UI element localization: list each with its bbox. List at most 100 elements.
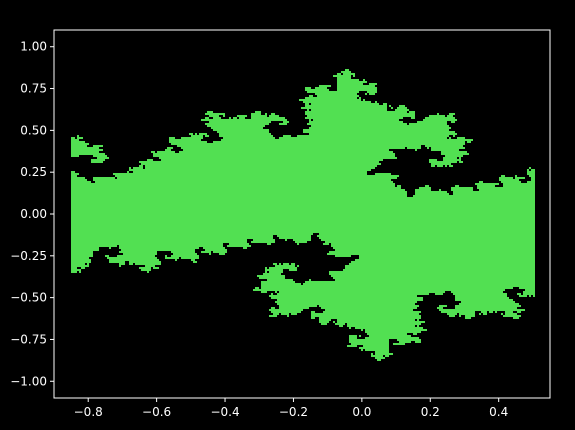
fractal-point: [277, 173, 279, 175]
fractal-point: [155, 153, 157, 155]
fractal-point: [223, 149, 225, 151]
fractal-point: [233, 165, 235, 167]
fractal-point: [231, 141, 233, 143]
fractal-point: [165, 175, 167, 177]
fractal-point: [337, 151, 339, 153]
fractal-point: [259, 173, 261, 175]
fractal-point: [71, 143, 73, 145]
fractal-point: [343, 91, 345, 93]
fractal-point: [333, 171, 335, 173]
fractal-point: [313, 103, 315, 105]
fractal-point: [177, 145, 179, 147]
fractal-point: [181, 181, 183, 183]
fractal-point: [227, 159, 229, 161]
fractal-point: [331, 173, 333, 175]
fractal-point: [135, 167, 137, 169]
fractal-point: [267, 177, 269, 179]
fractal-point: [205, 141, 207, 143]
fractal-point: [369, 91, 371, 93]
fractal-point: [169, 147, 171, 149]
fractal-point: [205, 117, 207, 119]
fractal-point: [379, 157, 381, 159]
fractal-point: [207, 143, 209, 145]
fractal-point: [263, 123, 265, 125]
fractal-point: [225, 177, 227, 179]
fractal-point: [307, 155, 309, 157]
fractal-point: [281, 179, 283, 181]
fractal-point: [259, 135, 261, 137]
fractal-point: [247, 169, 249, 171]
fractal-point: [381, 109, 383, 111]
fractal-point: [361, 85, 363, 87]
fractal-point: [139, 181, 141, 183]
fractal-point: [307, 89, 309, 91]
fractal-point: [349, 79, 351, 81]
fractal-point: [253, 135, 255, 137]
fractal-point: [315, 87, 317, 89]
fractal-point: [373, 175, 375, 177]
fractal-point: [145, 169, 147, 171]
fractal-point: [431, 161, 433, 163]
fractal-point: [365, 93, 367, 95]
fractal-point: [375, 139, 377, 141]
fractal-point: [317, 139, 319, 141]
fractal-point: [185, 173, 187, 175]
fractal-point: [227, 165, 229, 167]
fractal-point: [235, 163, 237, 165]
fractal-point: [215, 125, 217, 127]
fractal-point: [319, 137, 321, 139]
fractal-point: [173, 151, 175, 153]
fractal-point: [449, 165, 451, 167]
fractal-point: [291, 147, 293, 149]
fractal-point: [71, 173, 73, 175]
fractal-point: [255, 115, 257, 117]
fractal-point: [389, 111, 391, 113]
fractal-point: [347, 81, 349, 83]
fractal-point: [315, 133, 317, 135]
fractal-point: [449, 151, 451, 153]
fractal-point: [323, 141, 325, 143]
fractal-point: [291, 159, 293, 161]
fractal-point: [319, 123, 321, 125]
fractal-point: [93, 145, 95, 147]
fractal-point: [345, 155, 347, 157]
fractal-point: [359, 133, 361, 135]
fractal-point: [321, 149, 323, 151]
fractal-point: [353, 101, 355, 103]
fractal-point: [359, 119, 361, 121]
fractal-point: [419, 121, 421, 123]
fractal-point: [221, 125, 223, 127]
fractal-point: [369, 175, 371, 177]
fractal-point: [377, 103, 379, 105]
fractal-point: [85, 145, 87, 147]
fractal-point: [331, 113, 333, 115]
fractal-point: [229, 153, 231, 155]
fractal-point: [359, 163, 361, 165]
fractal-point: [413, 113, 415, 115]
fractal-point: [425, 117, 427, 119]
fractal-point: [365, 159, 367, 161]
fractal-point: [311, 175, 313, 177]
fractal-point: [235, 177, 237, 179]
fractal-point: [151, 175, 153, 177]
fractal-point: [313, 143, 315, 145]
fractal-point: [151, 171, 153, 173]
fractal-point: [179, 159, 181, 161]
fractal-point: [323, 119, 325, 121]
fractal-point: [265, 117, 267, 119]
fractal-point: [417, 141, 419, 143]
fractal-point: [245, 157, 247, 159]
fractal-point: [391, 111, 393, 113]
fractal-point: [315, 105, 317, 107]
fractal-point: [249, 143, 251, 145]
fractal-point: [451, 133, 453, 135]
fractal-point: [387, 141, 389, 143]
fractal-point: [123, 175, 125, 177]
fractal-point: [337, 77, 339, 79]
fractal-point: [321, 167, 323, 169]
fractal-point: [343, 119, 345, 121]
fractal-point: [289, 161, 291, 163]
fractal-point: [253, 153, 255, 155]
fractal-point: [239, 143, 241, 145]
fractal-point: [339, 93, 341, 95]
